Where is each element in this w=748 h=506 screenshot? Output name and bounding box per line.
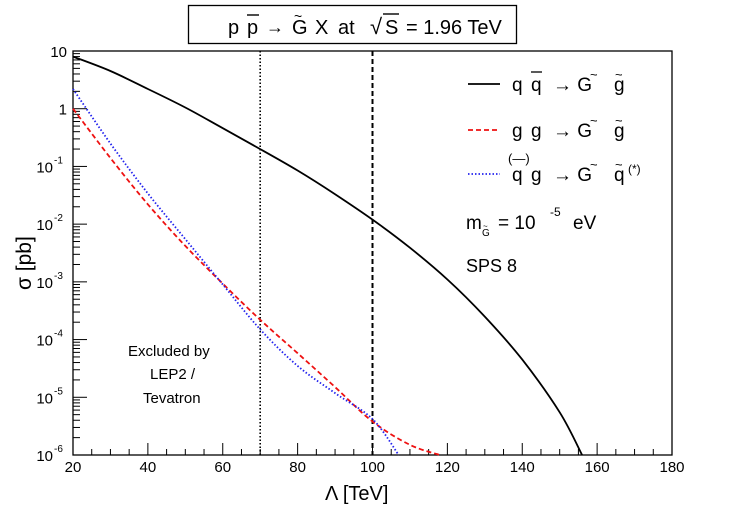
- title-box: p p → G ~ X at √ S = 1.96 TeV: [187, 4, 518, 45]
- legend-qq-c: g: [614, 75, 625, 96]
- excluded-line-2: LEP2 /: [150, 366, 196, 383]
- y-tick-label: 1: [59, 102, 67, 119]
- x-tick-label: 100: [360, 459, 385, 476]
- title-arrow: →: [266, 17, 284, 37]
- legend-qg-rest: → G: [553, 165, 592, 186]
- mass-exp: -5: [550, 205, 561, 219]
- mass-unit: eV: [573, 213, 597, 234]
- title-x: X: [315, 17, 328, 39]
- x-tick-label: 140: [510, 459, 535, 476]
- legend-gg-c: g: [614, 121, 625, 142]
- legend-qq-b: q: [531, 75, 542, 96]
- scenario-label: SPS 8: [466, 256, 517, 276]
- legend-qq-tilde1: ~: [590, 67, 598, 82]
- mass-sub-tilde: ~: [483, 222, 488, 231]
- title-box-frame: [187, 4, 518, 45]
- mass-prefix: m: [466, 213, 482, 234]
- x-tick-label: 40: [140, 459, 157, 476]
- legend-gg-tilde2: ~: [615, 113, 623, 128]
- y-tick-label: 10: [36, 159, 53, 176]
- y-tick-label: 10: [36, 448, 53, 465]
- data-series: [72, 55, 583, 456]
- x-tick-label: 60: [214, 459, 231, 476]
- x-tick-label: 160: [585, 459, 610, 476]
- title-p1: p: [228, 17, 239, 39]
- legend-gg-tilde1: ~: [590, 113, 598, 128]
- x-tick-label: 120: [435, 459, 460, 476]
- legend-qq-rest: → G: [553, 75, 592, 96]
- legend-qq-a: q: [512, 75, 523, 96]
- legend-qq-tilde2: ~: [615, 67, 623, 82]
- legend-gg-b: g: [531, 121, 542, 142]
- legend-qg-c: q: [614, 165, 625, 186]
- title-gravitino-tilde: ~: [294, 8, 302, 24]
- y-tick-label: 10: [36, 333, 53, 350]
- legend-gg-rest: → G: [553, 121, 592, 142]
- legend-qg-sup: (*): [628, 162, 641, 176]
- y-tick-exponent: -4: [54, 329, 63, 340]
- legend: q q → G ~ g ~ g g → G ~ g ~ (—) q g → G …: [468, 67, 641, 186]
- y-tick-label: 10: [50, 44, 67, 61]
- series-line-gg: [72, 108, 441, 456]
- legend-qg-tilde1: ~: [590, 157, 598, 172]
- legend-qg-a: q: [512, 165, 523, 186]
- title-sqrt: √: [370, 14, 383, 39]
- title-p2: p: [247, 17, 258, 39]
- y-tick-label: 10: [36, 275, 53, 292]
- legend-qg-tilde2: ~: [615, 157, 623, 172]
- legend-qg-b: g: [531, 165, 542, 186]
- title-gravitino: G: [292, 17, 308, 39]
- x-tick-label: 180: [659, 459, 684, 476]
- y-tick-label: 10: [36, 217, 53, 234]
- mass-eq: = 10: [498, 213, 536, 234]
- y-tick-exponent: -5: [54, 386, 63, 397]
- y-tick-exponent: -2: [54, 213, 63, 224]
- x-tick-label: 20: [65, 459, 82, 476]
- title-at: at: [338, 17, 355, 39]
- series-line-qg: [72, 88, 400, 456]
- y-tick-label: 10: [36, 390, 53, 407]
- axis-ticks: 20 40 60 80 100 120 140 160 18010110-110-210-310…: [36, 44, 684, 476]
- title-s: S: [385, 17, 398, 39]
- legend-gg-a: g: [512, 121, 523, 142]
- x-tick-label: 80: [289, 459, 306, 476]
- mass-sub: G: [482, 228, 490, 239]
- x-axis-label: Λ [TeV]: [325, 483, 388, 505]
- y-tick-exponent: -3: [54, 271, 63, 282]
- y-axis-label: σ [pb]: [13, 236, 36, 290]
- mass-annotation: m G ~ = 10 -5 eV: [466, 205, 597, 239]
- y-tick-exponent: -6: [54, 444, 63, 455]
- excluded-line-1: Excluded by: [128, 343, 210, 360]
- series-line-qqbar: [72, 55, 583, 456]
- excluded-line-3: Tevatron: [143, 390, 201, 407]
- reference-lines: [259, 51, 374, 455]
- y-tick-exponent: -1: [54, 155, 63, 166]
- legend-qg-paren: (—): [508, 151, 530, 166]
- title-energy: = 1.96 TeV: [406, 17, 502, 39]
